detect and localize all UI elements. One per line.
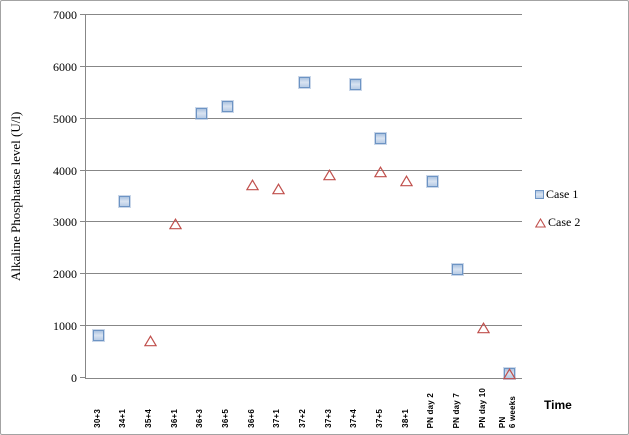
x-tick-label: PN day 10 [477,387,487,428]
gridline [86,65,522,67]
data-point-case-2 [322,168,337,186]
gridline [86,325,522,327]
y-tick-label: 0 [71,371,77,385]
legend: Case 1 Case 2 [535,187,580,230]
gridline [86,117,522,119]
data-point-case-1 [93,329,105,341]
y-axis-tick [80,169,86,171]
x-tick-label: 34+1 [118,409,128,428]
x-tick-label: PN day 7 [451,392,461,428]
y-tick-label: 3000 [53,215,77,230]
y-axis-tick [80,65,86,67]
y-tick-label: 5000 [53,111,77,126]
data-point-case-1 [221,100,233,112]
y-axis-tick [80,14,86,15]
legend-item-case-2: Case 2 [535,215,580,230]
y-axis-tick [80,325,86,327]
data-point-case-2 [399,174,414,192]
x-tick-label: 36+1 [169,409,179,428]
x-tick-label: 37+5 [374,409,384,428]
data-point-case-1 [118,196,130,208]
x-tick-label: PN day 2 [426,392,436,428]
x-tick-label: 36+6 [246,409,256,428]
x-tick-label: 36+3 [195,409,205,428]
x-tick-label: 36+5 [221,409,231,428]
gridline [86,169,522,171]
y-tick-label: 1000 [53,319,77,334]
data-point-case-2 [271,182,285,200]
y-tick-label: 4000 [53,163,77,178]
legend-label: Case 2 [548,215,581,229]
x-axis-title: Time [544,398,572,412]
y-axis-tick [80,377,86,378]
x-tick-label: 35+4 [144,409,154,428]
x-tick-label: 38+1 [400,409,410,428]
y-tick-label: 6000 [53,59,77,74]
x-tick-label: 37+2 [298,409,307,428]
x-tick-label: 37+4 [349,409,359,428]
y-tick-label: 7000 [53,8,77,22]
legend-triangle-marker-icon [535,217,546,228]
gridline [86,14,522,15]
x-tick-label: 30+3 [92,409,102,428]
data-point-case-2 [502,367,516,385]
data-point-case-2 [374,165,388,183]
y-tick-label: 2000 [53,267,77,282]
data-point-case-1 [349,78,361,90]
data-point-case-2 [143,334,157,352]
gridline [86,273,522,275]
y-axis-tick [80,221,86,223]
data-point-case-1 [452,263,464,275]
legend-label: Case 1 [546,187,579,201]
y-axis-tick [80,117,86,119]
x-axis-labels: 30+3 34+1 35+4 36+1 36+3 36+5 36+6 37+1 37+2 37+3… [85,380,521,428]
x-tick-label: PN 6 weeks [498,395,518,428]
data-point-case-1 [195,108,207,120]
x-tick-label: 37+1 [272,409,282,428]
legend-square-marker-icon [535,190,544,199]
y-axis-tick [80,273,86,275]
data-point-case-1 [375,133,387,145]
data-point-case-1 [298,76,310,88]
data-point-case-1 [426,176,438,188]
legend-item-case-1: Case 1 [535,187,580,202]
data-point-case-2 [169,217,183,235]
plot-area [80,14,522,380]
data-point-case-2 [476,321,491,339]
x-tick-label: 37+3 [323,409,333,428]
gridline [86,221,522,223]
data-point-case-2 [246,178,260,196]
